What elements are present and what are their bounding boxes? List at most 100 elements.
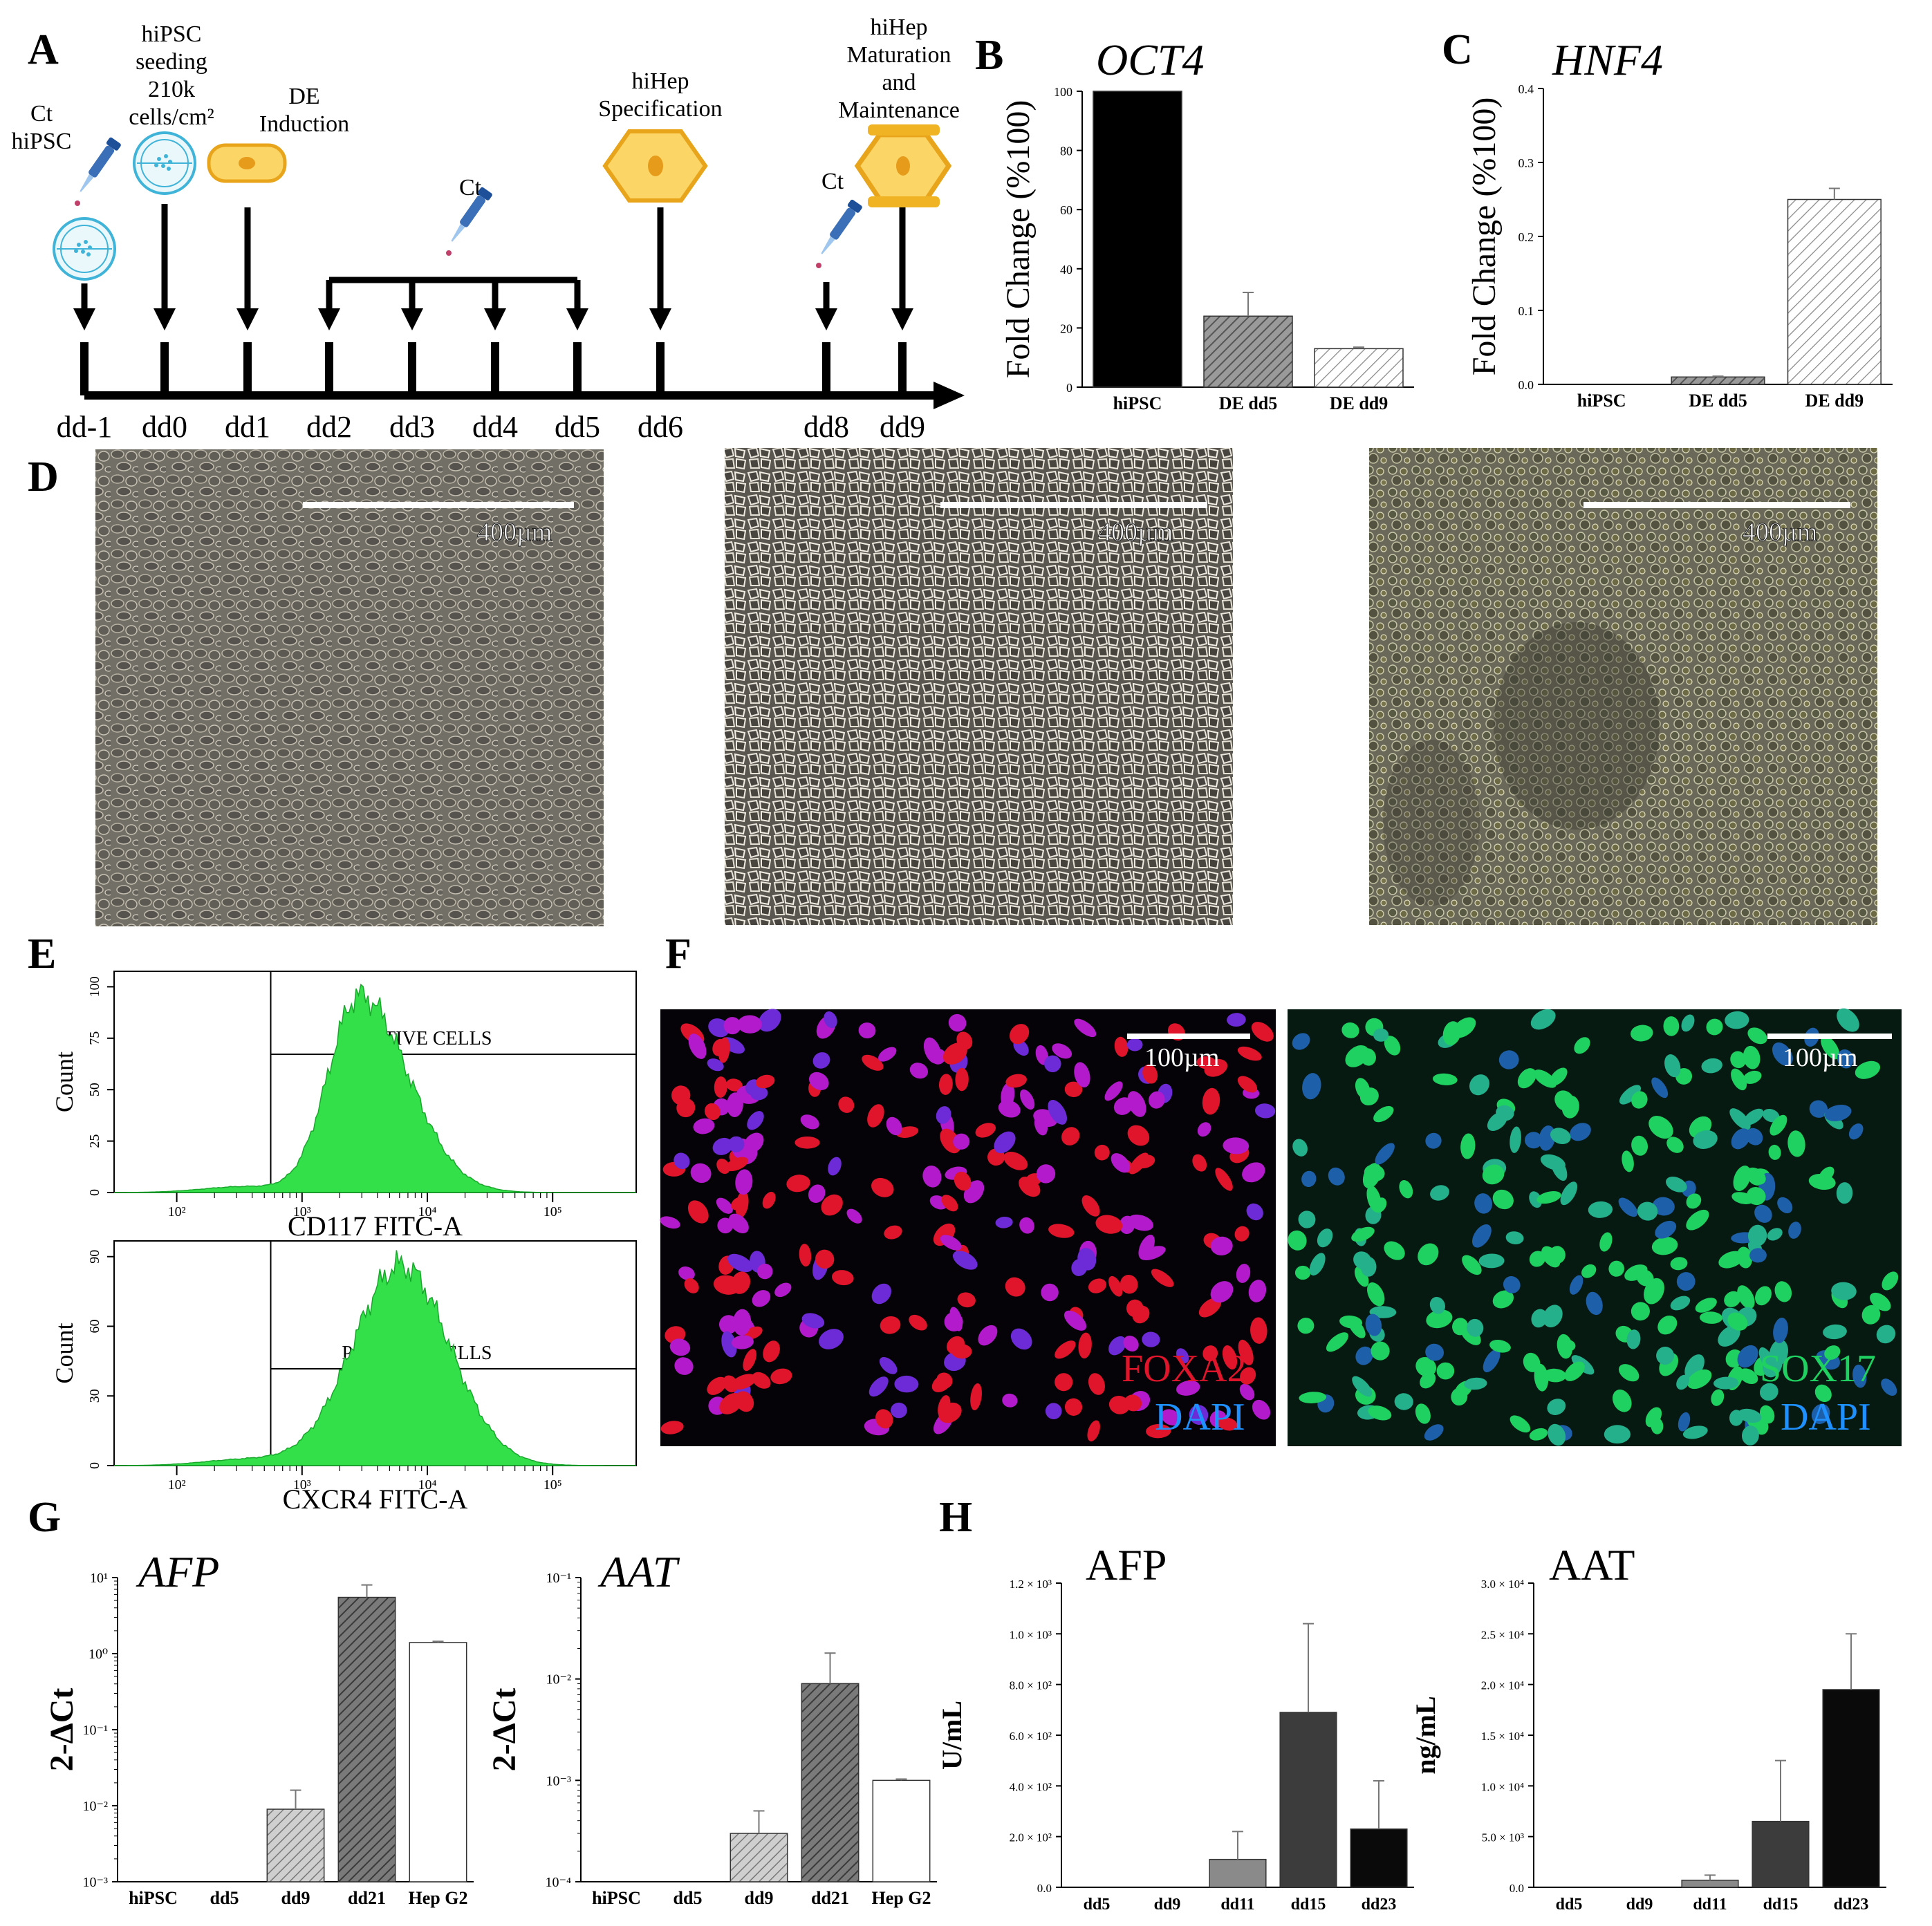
y-tick-label: 0.3 <box>1518 156 1534 170</box>
nucleus <box>1534 1363 1549 1392</box>
x-tick-label: 10⁴ <box>418 1477 437 1493</box>
category-label: hiPSC <box>592 1888 641 1908</box>
nucleus <box>1743 1070 1762 1084</box>
nucleus <box>1738 1408 1762 1423</box>
nucleus <box>716 1158 730 1175</box>
nucleus <box>938 1395 951 1419</box>
category-label: dd5 <box>210 1888 239 1908</box>
nucleus <box>1351 1226 1375 1242</box>
nucleus <box>1002 1393 1018 1408</box>
pipette-icon <box>75 136 122 206</box>
micrograph-1: 400µm <box>95 449 604 926</box>
scale-bar <box>1583 502 1850 508</box>
nucleus <box>891 1402 907 1419</box>
nucleus <box>1061 1127 1080 1146</box>
nucleus <box>1588 1201 1613 1218</box>
nucleus <box>1505 1231 1524 1244</box>
y-tick-label: 90 <box>87 1250 102 1264</box>
nucleus <box>1420 1372 1436 1389</box>
nucleus <box>786 1175 810 1193</box>
nucleus <box>1202 1087 1220 1115</box>
nucleus <box>1755 1286 1772 1306</box>
nucleus <box>1652 1197 1675 1216</box>
y-tick-label: 10⁻¹ <box>546 1571 571 1586</box>
nucleus <box>1543 1368 1567 1383</box>
nucleus <box>1128 1214 1153 1231</box>
nucleus <box>1762 1108 1780 1123</box>
nucleus <box>1777 1197 1793 1214</box>
nucleus <box>1731 1068 1747 1091</box>
nucleus <box>1001 1083 1015 1109</box>
step-arrowhead <box>154 308 176 330</box>
nucleus <box>909 1063 929 1079</box>
nucleus <box>669 1338 691 1356</box>
histogram-area <box>113 983 636 1193</box>
step-arrowhead <box>318 308 340 330</box>
y-axis-label: Count <box>50 1322 78 1383</box>
nucleus <box>1240 1367 1256 1385</box>
nucleus <box>1548 1423 1566 1446</box>
nucleus <box>712 1137 733 1155</box>
step-arrowhead <box>484 308 506 330</box>
y-tick-label: 40 <box>1060 263 1072 277</box>
y-tick-label: 2.0 × 10² <box>1010 1831 1052 1844</box>
nucleus <box>1375 1143 1395 1165</box>
nucleus <box>1237 1046 1262 1061</box>
y-tick-label: 10⁻² <box>82 1799 108 1814</box>
timeline-day-label: dd9 <box>880 410 925 444</box>
nucleus <box>1368 1405 1392 1421</box>
category-label: dd23 <box>1362 1896 1397 1914</box>
y-axis-label: Count <box>50 1051 78 1112</box>
step-arrowhead <box>73 308 95 330</box>
nucleus <box>1064 1081 1083 1098</box>
nucleus <box>1041 1283 1059 1302</box>
bar <box>337 1596 396 1882</box>
nucleus <box>936 1106 951 1124</box>
nucleus <box>1745 1128 1763 1146</box>
y-tick-label: 0.1 <box>1518 304 1534 318</box>
nucleus <box>831 1270 854 1286</box>
nucleus <box>674 1152 690 1170</box>
nucleus <box>714 1076 727 1098</box>
timeline-arrowhead <box>934 382 965 409</box>
category-label: dd9 <box>745 1888 774 1908</box>
nucleus <box>1483 1349 1501 1373</box>
timeline-day-label: dd-1 <box>57 410 113 444</box>
micrograph-3: 400µm <box>1369 448 1877 925</box>
timeline-day-label: dd4 <box>472 410 518 444</box>
nucleus <box>732 1335 754 1349</box>
category-label: hiPSC <box>129 1888 178 1908</box>
y-tick-label: 6.0 × 10² <box>1010 1730 1052 1743</box>
nucleus <box>1770 1114 1787 1136</box>
scale-bar-label: 100µm <box>1144 1043 1219 1072</box>
nucleus <box>1637 1202 1658 1221</box>
nucleus <box>1192 1154 1207 1172</box>
nucleus <box>1496 1105 1514 1121</box>
nucleus <box>1288 1230 1307 1251</box>
nucleus <box>884 1225 902 1240</box>
nucleus <box>1814 1384 1832 1403</box>
nucleus <box>1631 1135 1648 1156</box>
chart-c-hnf4: 0.0 0.1 0.2 0.3 0.4 hiPSC DE dd5 DE dd9 HNF4 Fold… <box>1466 35 1893 411</box>
nucleus <box>1651 1077 1669 1098</box>
nucleus <box>1429 1296 1445 1314</box>
nucleus <box>1657 1315 1678 1335</box>
nucleus <box>994 1131 1016 1154</box>
nucleus <box>1482 1164 1505 1185</box>
nucleus <box>1676 1272 1696 1291</box>
nucleus <box>894 1375 919 1393</box>
nucleus <box>1352 1376 1373 1397</box>
nucleus <box>1570 1123 1591 1141</box>
nucleus <box>942 1043 967 1065</box>
y-tick-label: 1.5 × 10⁴ <box>1481 1730 1524 1743</box>
chart-g-aat-qpcr: 10⁻⁴ 10⁻³ 10⁻² 10⁻¹ hiPSC dd5 dd9 dd21 Hep G2 AAT… <box>486 1547 937 1908</box>
scale-bar <box>303 502 574 508</box>
nucleus <box>1399 1180 1413 1199</box>
step-arrowhead <box>566 308 588 330</box>
y-tick-label: 20 <box>1060 321 1072 335</box>
histogram-area <box>113 1250 636 1466</box>
y-tick-label: 75 <box>87 1031 102 1045</box>
nucleus <box>1124 1394 1142 1412</box>
nucleus <box>1581 1264 1597 1278</box>
